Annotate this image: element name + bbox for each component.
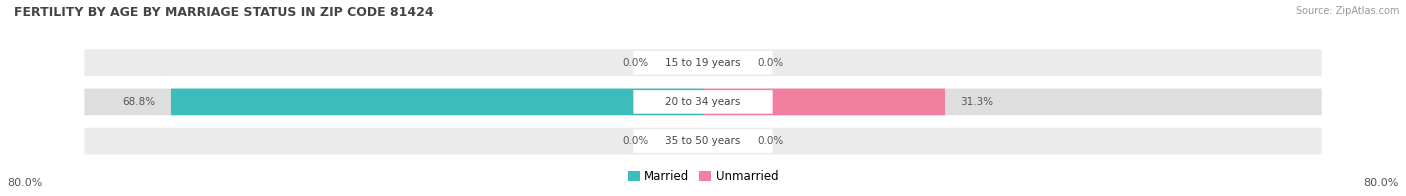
FancyBboxPatch shape [84,89,1322,115]
Legend: Married, Unmarried: Married, Unmarried [623,166,783,188]
FancyBboxPatch shape [665,131,703,151]
FancyBboxPatch shape [665,53,703,73]
Text: 15 to 19 years: 15 to 19 years [665,58,741,68]
Text: 80.0%: 80.0% [7,178,42,188]
FancyBboxPatch shape [633,90,773,114]
Text: 0.0%: 0.0% [623,136,650,146]
Text: 68.8%: 68.8% [122,97,156,107]
Text: 35 to 50 years: 35 to 50 years [665,136,741,146]
FancyBboxPatch shape [703,53,742,73]
FancyBboxPatch shape [633,129,773,153]
Text: 31.3%: 31.3% [960,97,994,107]
FancyBboxPatch shape [703,131,742,151]
FancyBboxPatch shape [84,49,1322,76]
FancyBboxPatch shape [703,89,945,115]
Text: 0.0%: 0.0% [756,136,783,146]
FancyBboxPatch shape [172,89,703,115]
Text: 20 to 34 years: 20 to 34 years [665,97,741,107]
Text: Source: ZipAtlas.com: Source: ZipAtlas.com [1295,6,1399,16]
Text: 0.0%: 0.0% [756,58,783,68]
Text: FERTILITY BY AGE BY MARRIAGE STATUS IN ZIP CODE 81424: FERTILITY BY AGE BY MARRIAGE STATUS IN Z… [14,6,433,19]
Text: 0.0%: 0.0% [623,58,650,68]
FancyBboxPatch shape [633,51,773,74]
Text: 80.0%: 80.0% [1364,178,1399,188]
FancyBboxPatch shape [84,128,1322,154]
